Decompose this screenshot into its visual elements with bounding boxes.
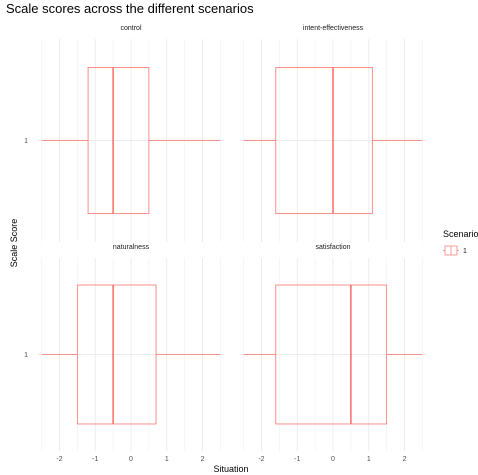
x-tick-label: -2 [56, 456, 62, 463]
box [76, 284, 157, 425]
x-tick-label: -1 [92, 456, 98, 463]
x-axis-title: Situation [213, 464, 248, 474]
box [87, 67, 150, 214]
y-tick-label: 1 [24, 352, 28, 359]
x-tick-label: 0 [129, 456, 133, 463]
panel-naturalness: naturalness 1 -2 -1 0 1 2 [24, 244, 224, 463]
panel-satisfaction: satisfaction -2 -1 0 1 2 [240, 244, 426, 463]
x-tick-label: 1 [367, 456, 371, 463]
x-tick-label: 0 [331, 456, 335, 463]
legend-title: Scenario [443, 229, 478, 239]
y-axis-title: Scale Score [9, 219, 19, 268]
x-tick-label: -1 [294, 456, 300, 463]
facet-label-control: control [120, 25, 141, 32]
box [275, 67, 373, 214]
legend: Scenario 1 [443, 229, 478, 256]
x-tick-label: 2 [403, 456, 407, 463]
y-tick-label: 1 [24, 138, 28, 145]
x-tick-label: 2 [201, 456, 205, 463]
facet-label-naturalness: naturalness [113, 244, 150, 251]
facet-label-satisfaction: satisfaction [315, 244, 350, 251]
x-tick-label: 1 [165, 456, 169, 463]
legend-entry-label: 1 [463, 248, 467, 255]
facet-panels: control 1 intent-effectiveness naturalness 1… [24, 25, 426, 463]
facet-label-intent-effectiveness: intent-effectiveness [303, 25, 364, 32]
x-tick-label: -2 [258, 456, 264, 463]
box [275, 284, 388, 425]
panel-intent-effectiveness: intent-effectiveness [240, 25, 426, 242]
panel-control: control 1 [24, 25, 224, 242]
chart-title: Scale scores across the different scenar… [6, 1, 254, 16]
